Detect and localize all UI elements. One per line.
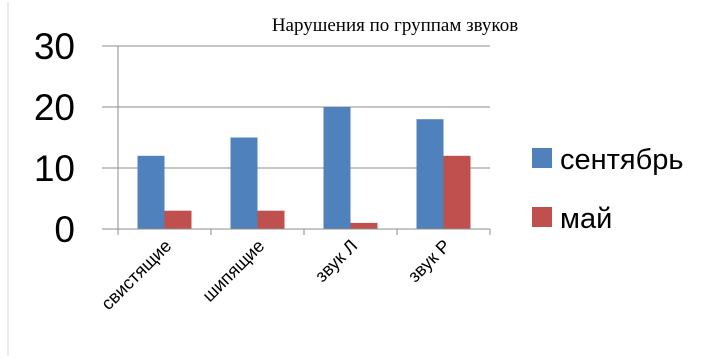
chart-title: Нарушения по группам звуков bbox=[272, 15, 518, 36]
bars bbox=[137, 107, 471, 229]
bar-1-2 bbox=[350, 222, 378, 229]
axes bbox=[102, 46, 491, 235]
legend-label-may: май bbox=[560, 203, 612, 235]
bar-1-0 bbox=[164, 210, 192, 229]
legend: сентябрь май bbox=[532, 144, 683, 235]
bar-0-2 bbox=[323, 107, 351, 229]
bar-0-3 bbox=[416, 119, 444, 229]
y-tick-label-10: 10 bbox=[34, 148, 75, 189]
bar-1-3 bbox=[443, 155, 471, 229]
legend-label-september: сентябрь bbox=[560, 144, 683, 176]
y-tick-label-0: 0 bbox=[54, 209, 75, 250]
bar-0-1 bbox=[230, 137, 258, 229]
legend-swatch-september bbox=[532, 148, 552, 168]
y-tick-label-30: 30 bbox=[34, 26, 75, 67]
bar-0-0 bbox=[137, 155, 165, 229]
bar-1-1 bbox=[257, 210, 285, 229]
y-tick-labels: 0 10 20 30 bbox=[34, 26, 75, 250]
legend-swatch-may bbox=[532, 207, 552, 227]
y-tick-label-20: 20 bbox=[34, 87, 75, 128]
